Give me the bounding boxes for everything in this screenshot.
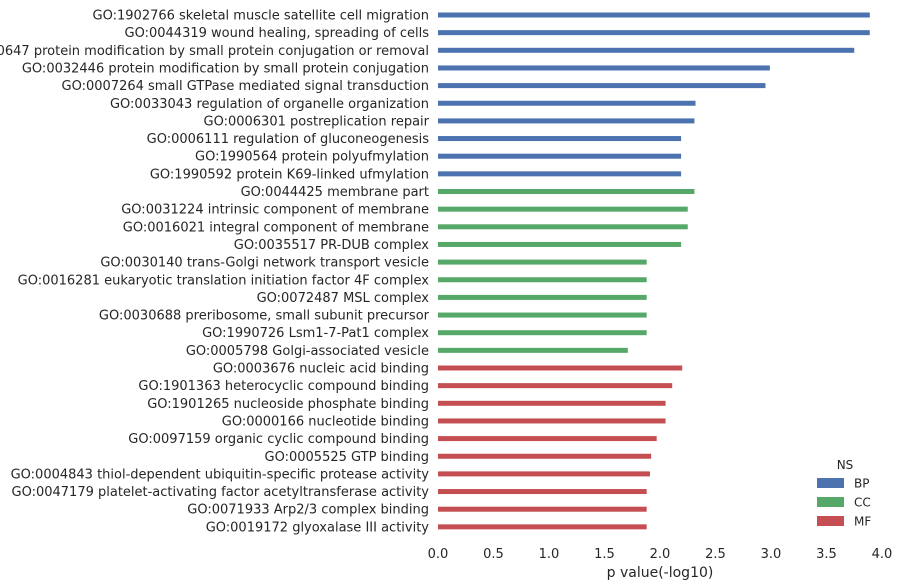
x-axis-label: p value(-log10)	[607, 565, 714, 581]
bar-cc	[438, 206, 688, 212]
y-tick-label: GO:0033043 regulation of organelle organ…	[110, 97, 429, 112]
bar-cc	[438, 312, 647, 318]
bar-mf	[438, 506, 647, 512]
y-tick-label: GO:0005525 GTP binding	[265, 450, 429, 465]
y-tick-label: GO:0030140 trans-Golgi network transport…	[100, 256, 429, 271]
x-tick-labels: 0.0 0.5 1.0 1.5 2.0 2.5 3.0 3.5 4.0	[428, 547, 893, 562]
y-tick-label: GO:0016281 eukaryotic translation initia…	[18, 273, 430, 288]
x-tick-label: 2.0	[650, 547, 671, 562]
x-tick-label: 4.0	[872, 547, 893, 562]
y-tick-label: GO:0031224 intrinsic component of membra…	[121, 203, 429, 218]
y-tick-label: GO:0044425 membrane part	[241, 185, 429, 200]
bar-bp	[438, 171, 682, 177]
y-tick-label: GO:0071933 Arp2/3 complex binding	[187, 503, 429, 518]
x-tick-label: 0.5	[483, 547, 504, 562]
bar-bp	[438, 153, 682, 159]
bar-bp	[438, 136, 682, 142]
y-tick-label: GO:0047179 platelet-activating factor ac…	[12, 485, 430, 500]
x-tick-label: 2.5	[705, 547, 726, 562]
bar-cc	[438, 347, 628, 353]
bar-mf	[438, 453, 652, 459]
bar-bp	[438, 47, 855, 53]
x-tick-label: 1.0	[539, 547, 560, 562]
bar-mf	[438, 400, 666, 406]
bar-cc	[438, 330, 647, 336]
bar-mf	[438, 436, 657, 442]
bar-bp	[438, 118, 695, 124]
bar-cc	[438, 277, 647, 283]
bar-mf	[438, 383, 673, 389]
x-tick-label: 3.0	[761, 547, 782, 562]
bar-mf	[438, 524, 647, 530]
y-tick-label: GO:0097159 organic cyclic compound bindi…	[128, 432, 429, 447]
y-tick-label: GO:0005798 Golgi-associated vesicle	[186, 344, 429, 359]
y-tick-label: GO:1990564 protein polyufmylation	[195, 150, 429, 165]
y-tick-label: GO:0035517 PR-DUB complex	[234, 238, 429, 253]
y-tick-label: GO:0070647 protein modification by small…	[0, 44, 429, 59]
bar-bp	[438, 83, 766, 89]
bar-bp	[438, 12, 870, 18]
legend-label-bp: BP	[854, 477, 869, 491]
bar-bp	[438, 30, 870, 36]
bar-mf	[438, 489, 647, 495]
bar-bp	[438, 65, 770, 71]
y-tick-label: GO:0072487 MSL complex	[257, 291, 430, 306]
y-tick-label: GO:0019172 glyoxalase III activity	[206, 520, 430, 535]
y-tick-label: GO:0032446 protein modification by small…	[22, 61, 429, 76]
y-tick-labels: GO:1902766 skeletal muscle satellite cel…	[0, 9, 430, 536]
legend-swatch-bp	[817, 478, 844, 488]
x-tick-label: 1.5	[594, 547, 615, 562]
y-tick-label: GO:0000166 nucleotide binding	[222, 414, 429, 429]
y-tick-label: GO:0003676 nucleic acid binding	[213, 362, 429, 377]
bar-cc	[438, 224, 688, 230]
bar-mf	[438, 418, 666, 424]
bars-layer	[438, 12, 870, 530]
legend-label-mf: MF	[854, 515, 871, 529]
y-tick-label: GO:1990592 protein K69-linked ufmylation	[150, 167, 429, 182]
legend-swatch-mf	[817, 516, 844, 526]
y-tick-label: GO:0044319 wound healing, spreading of c…	[125, 26, 430, 41]
legend-swatch-cc	[817, 497, 844, 507]
x-tick-label: 0.0	[428, 547, 449, 562]
y-tick-label: GO:0016021 integral component of membran…	[123, 220, 429, 235]
y-tick-label: GO:0006301 postreplication repair	[204, 114, 430, 129]
y-tick-label: GO:1901265 nucleoside phosphate binding	[147, 397, 429, 412]
y-tick-label: GO:0006111 regulation of gluconeogenesis	[147, 132, 430, 147]
bar-bp	[438, 100, 696, 106]
bar-cc	[438, 241, 682, 247]
y-tick-label: GO:0004843 thiol-dependent ubiquitin-spe…	[11, 467, 430, 482]
y-tick-label: GO:0030688 preribosome, small subunit pr…	[99, 309, 430, 324]
legend-label-cc: CC	[854, 496, 871, 510]
legend-title: NS	[837, 458, 854, 472]
y-tick-label: GO:0007264 small GTPase mediated signal …	[62, 79, 429, 94]
bar-mf	[438, 365, 683, 371]
y-tick-label: GO:1901363 heterocyclic compound binding	[138, 379, 429, 394]
bar-cc	[438, 259, 647, 265]
bar-cc	[438, 189, 695, 194]
bar-mf	[438, 471, 651, 477]
y-tick-label: GO:1902766 skeletal muscle satellite cel…	[93, 9, 429, 24]
x-tick-label: 3.5	[816, 547, 837, 562]
bar-cc	[438, 294, 647, 300]
y-tick-label: GO:1990726 Lsm1-7-Pat1 complex	[202, 326, 429, 341]
